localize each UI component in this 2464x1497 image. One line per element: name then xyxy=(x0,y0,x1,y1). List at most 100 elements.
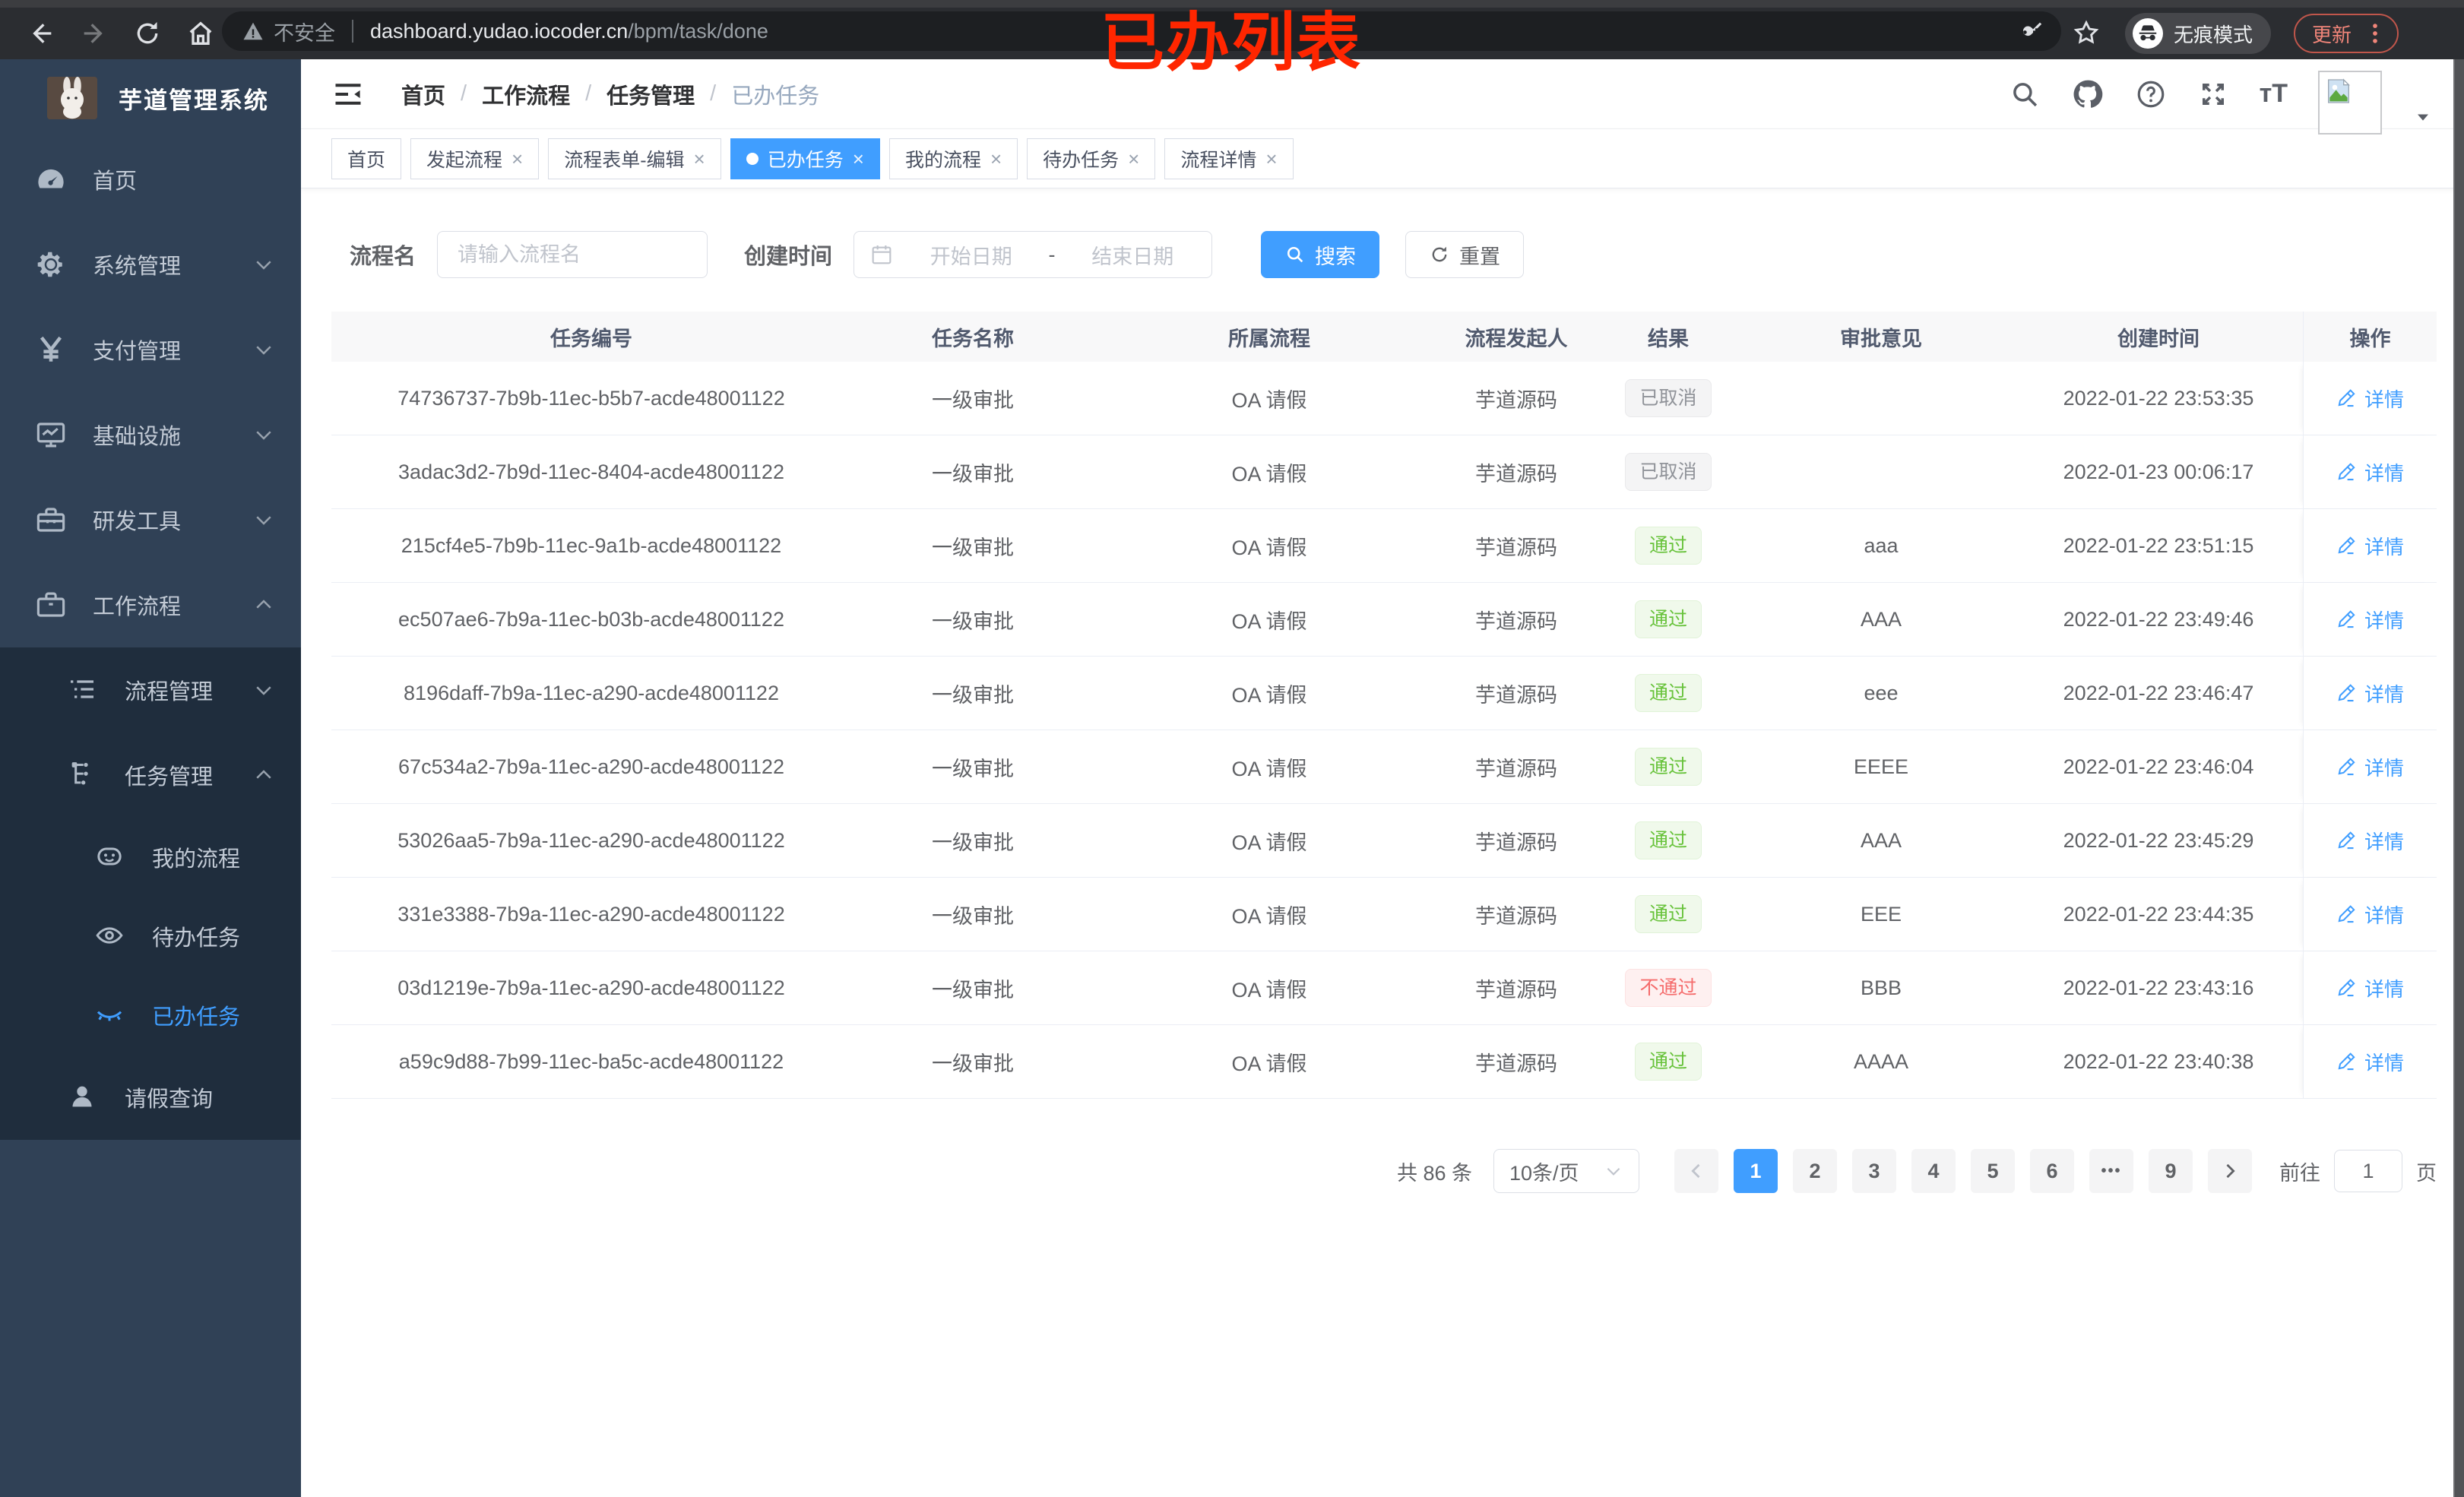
process-name-input[interactable] xyxy=(437,231,708,278)
search-button[interactable]: 搜索 xyxy=(1261,231,1380,278)
detail-button[interactable]: 详情 xyxy=(2336,679,2404,707)
search-icon[interactable] xyxy=(2009,78,2041,110)
detail-button[interactable]: 详情 xyxy=(2336,900,2404,929)
detail-button[interactable]: 详情 xyxy=(2336,974,2404,1002)
tab-2[interactable]: 流程表单-编辑 × xyxy=(548,138,721,179)
next-page-button[interactable] xyxy=(2208,1149,2252,1193)
reset-button[interactable]: 重置 xyxy=(1405,231,1525,278)
result-cell: 不通过 xyxy=(1588,969,1748,1007)
caret-down-icon[interactable] xyxy=(2412,106,2434,128)
sidebar-item-my-process[interactable]: 我的流程 xyxy=(0,818,301,897)
detail-button[interactable]: 详情 xyxy=(2336,827,2404,855)
sidebar-item-payment[interactable]: 支付管理 xyxy=(0,307,301,392)
browser-forward-icon[interactable] xyxy=(79,18,109,49)
detail-button[interactable]: 详情 xyxy=(2336,532,2404,560)
sidebar-item-leave-query[interactable]: 请假查询 xyxy=(0,1055,301,1140)
sidebar-logo-row[interactable]: 芋道管理系统 xyxy=(0,59,301,137)
detail-button[interactable]: 详情 xyxy=(2336,458,2404,486)
page-button-3[interactable]: 3 xyxy=(1852,1149,1896,1193)
close-icon[interactable]: × xyxy=(1265,147,1278,170)
sidebar-fold-icon[interactable] xyxy=(331,78,365,111)
fullscreen-icon[interactable] xyxy=(2197,78,2229,110)
breadcrumb-task-mgmt[interactable]: 任务管理 xyxy=(606,84,695,109)
font-size-icon[interactable]: тT xyxy=(2259,79,2288,108)
page-button-6[interactable]: 6 xyxy=(2030,1149,2074,1193)
page-button-4[interactable]: 4 xyxy=(1911,1149,1956,1193)
task-name-cell: 一级审批 xyxy=(932,462,1014,486)
edit-icon xyxy=(2336,757,2357,777)
task-name-cell: 一级审批 xyxy=(932,536,1014,559)
breadcrumb-workflow[interactable]: 工作流程 xyxy=(482,84,571,109)
tab-4[interactable]: 我的流程 × xyxy=(888,138,1018,179)
create-time-cell: 2022-01-22 23:53:35 xyxy=(2063,386,2254,410)
detail-button[interactable]: 详情 xyxy=(2336,753,2404,781)
tab-home[interactable]: 首页 xyxy=(331,138,402,179)
tab-1[interactable]: 发起流程 × xyxy=(410,138,540,179)
browser-home-icon[interactable] xyxy=(185,18,216,49)
browser-back-icon[interactable] xyxy=(26,18,56,49)
column-header: 结果 xyxy=(1648,327,1689,350)
close-icon[interactable]: × xyxy=(693,147,705,170)
sidebar-item-infra[interactable]: 基础设施 xyxy=(0,392,301,477)
page-button-2[interactable]: 2 xyxy=(1793,1149,1837,1193)
table-row: 67c534a2-7b9a-11ec-a290-acde48001122 一级审批… xyxy=(331,730,2437,804)
column-header: 操作 xyxy=(2303,312,2437,362)
sidebar-item-workflow[interactable]: 工作流程 xyxy=(0,562,301,647)
app-title: 芋道管理系统 xyxy=(119,87,269,114)
eye-icon xyxy=(94,920,126,952)
close-icon[interactable]: × xyxy=(852,147,864,170)
date-range-picker[interactable]: 开始日期 - 结束日期 xyxy=(854,231,1213,278)
sidebar-item-task-mgmt[interactable]: 任务管理 xyxy=(0,733,301,818)
password-key-icon[interactable] xyxy=(2019,18,2049,49)
sidebar-item-home[interactable]: 首页 xyxy=(0,137,301,222)
result-cell: 通过 xyxy=(1588,600,1748,638)
yen-icon xyxy=(35,334,67,366)
address-bar[interactable]: 不安全 dashboard.yudao.iocoder.cn /bpm/task… xyxy=(222,11,2061,51)
task-id-cell: 331e3388-7b9a-11ec-a290-acde48001122 xyxy=(397,902,785,926)
goto-page-input[interactable] xyxy=(2334,1150,2402,1192)
sidebar-item-system[interactable]: 系统管理 xyxy=(0,222,301,307)
close-icon[interactable]: × xyxy=(1128,147,1140,170)
chevron-up-icon xyxy=(252,764,275,786)
tab-6[interactable]: 流程详情 × xyxy=(1164,138,1294,179)
sidebar-item-devtools[interactable]: 研发工具 xyxy=(0,477,301,562)
page-size-select[interactable]: 10条/页 xyxy=(1493,1149,1639,1193)
table-row: 215cf4e5-7b9b-11ec-9a1b-acde48001122 一级审批… xyxy=(331,509,2437,583)
page-button-1[interactable]: 1 xyxy=(1734,1149,1778,1193)
monitor-icon xyxy=(35,419,67,451)
page-button-9[interactable]: 9 xyxy=(2149,1149,2193,1193)
process-name-label: 流程名 xyxy=(350,245,416,269)
result-cell: 通过 xyxy=(1588,674,1748,712)
browser-update-button[interactable]: 更新 xyxy=(2293,14,2399,53)
page-button-5[interactable]: 5 xyxy=(1971,1149,2015,1193)
close-icon[interactable]: × xyxy=(990,147,1002,170)
sidebar-submenu-workflow: 流程管理 任务管理 我的流程 待办任务 已办任务 请假查询 xyxy=(0,647,301,1140)
browser-reload-icon[interactable] xyxy=(132,18,163,49)
prev-page-button[interactable] xyxy=(1674,1149,1718,1193)
sidebar-item-done-tasks[interactable]: 已办任务 xyxy=(0,976,301,1055)
task-name-cell: 一级审批 xyxy=(932,1052,1014,1075)
detail-button[interactable]: 详情 xyxy=(2336,606,2404,634)
sidebar-item-process-mgmt[interactable]: 流程管理 xyxy=(0,647,301,733)
main-area: 首页 / 工作流程 / 任务管理 / 已办任务 тT 首页 发起流程 × 流程表单-编… xyxy=(301,59,2464,1497)
page-scrollbar[interactable] xyxy=(2453,59,2464,1497)
avatar[interactable] xyxy=(2318,70,2382,135)
result-tag: 通过 xyxy=(1634,600,1702,638)
more-pages-button[interactable]: ••• xyxy=(2089,1149,2133,1193)
comment-cell: AAA xyxy=(1860,828,1902,852)
close-icon[interactable]: × xyxy=(511,147,524,170)
detail-button[interactable]: 详情 xyxy=(2336,1048,2404,1076)
tab-3[interactable]: 已办任务 × xyxy=(730,138,880,179)
tab-5[interactable]: 待办任务 × xyxy=(1027,138,1156,179)
bookmark-star-icon[interactable] xyxy=(2072,18,2102,49)
github-icon[interactable] xyxy=(2071,78,2105,111)
help-icon[interactable] xyxy=(2135,78,2167,110)
not-secure-icon xyxy=(242,20,264,43)
sidebar-item-todo-tasks[interactable]: 待办任务 xyxy=(0,897,301,976)
breadcrumb-home[interactable]: 首页 xyxy=(401,84,446,109)
detail-button[interactable]: 详情 xyxy=(2336,385,2404,413)
action-cell: 详情 xyxy=(2303,583,2437,656)
kebab-menu-icon[interactable] xyxy=(2362,21,2388,46)
url-path: /bpm/task/done xyxy=(628,19,768,43)
